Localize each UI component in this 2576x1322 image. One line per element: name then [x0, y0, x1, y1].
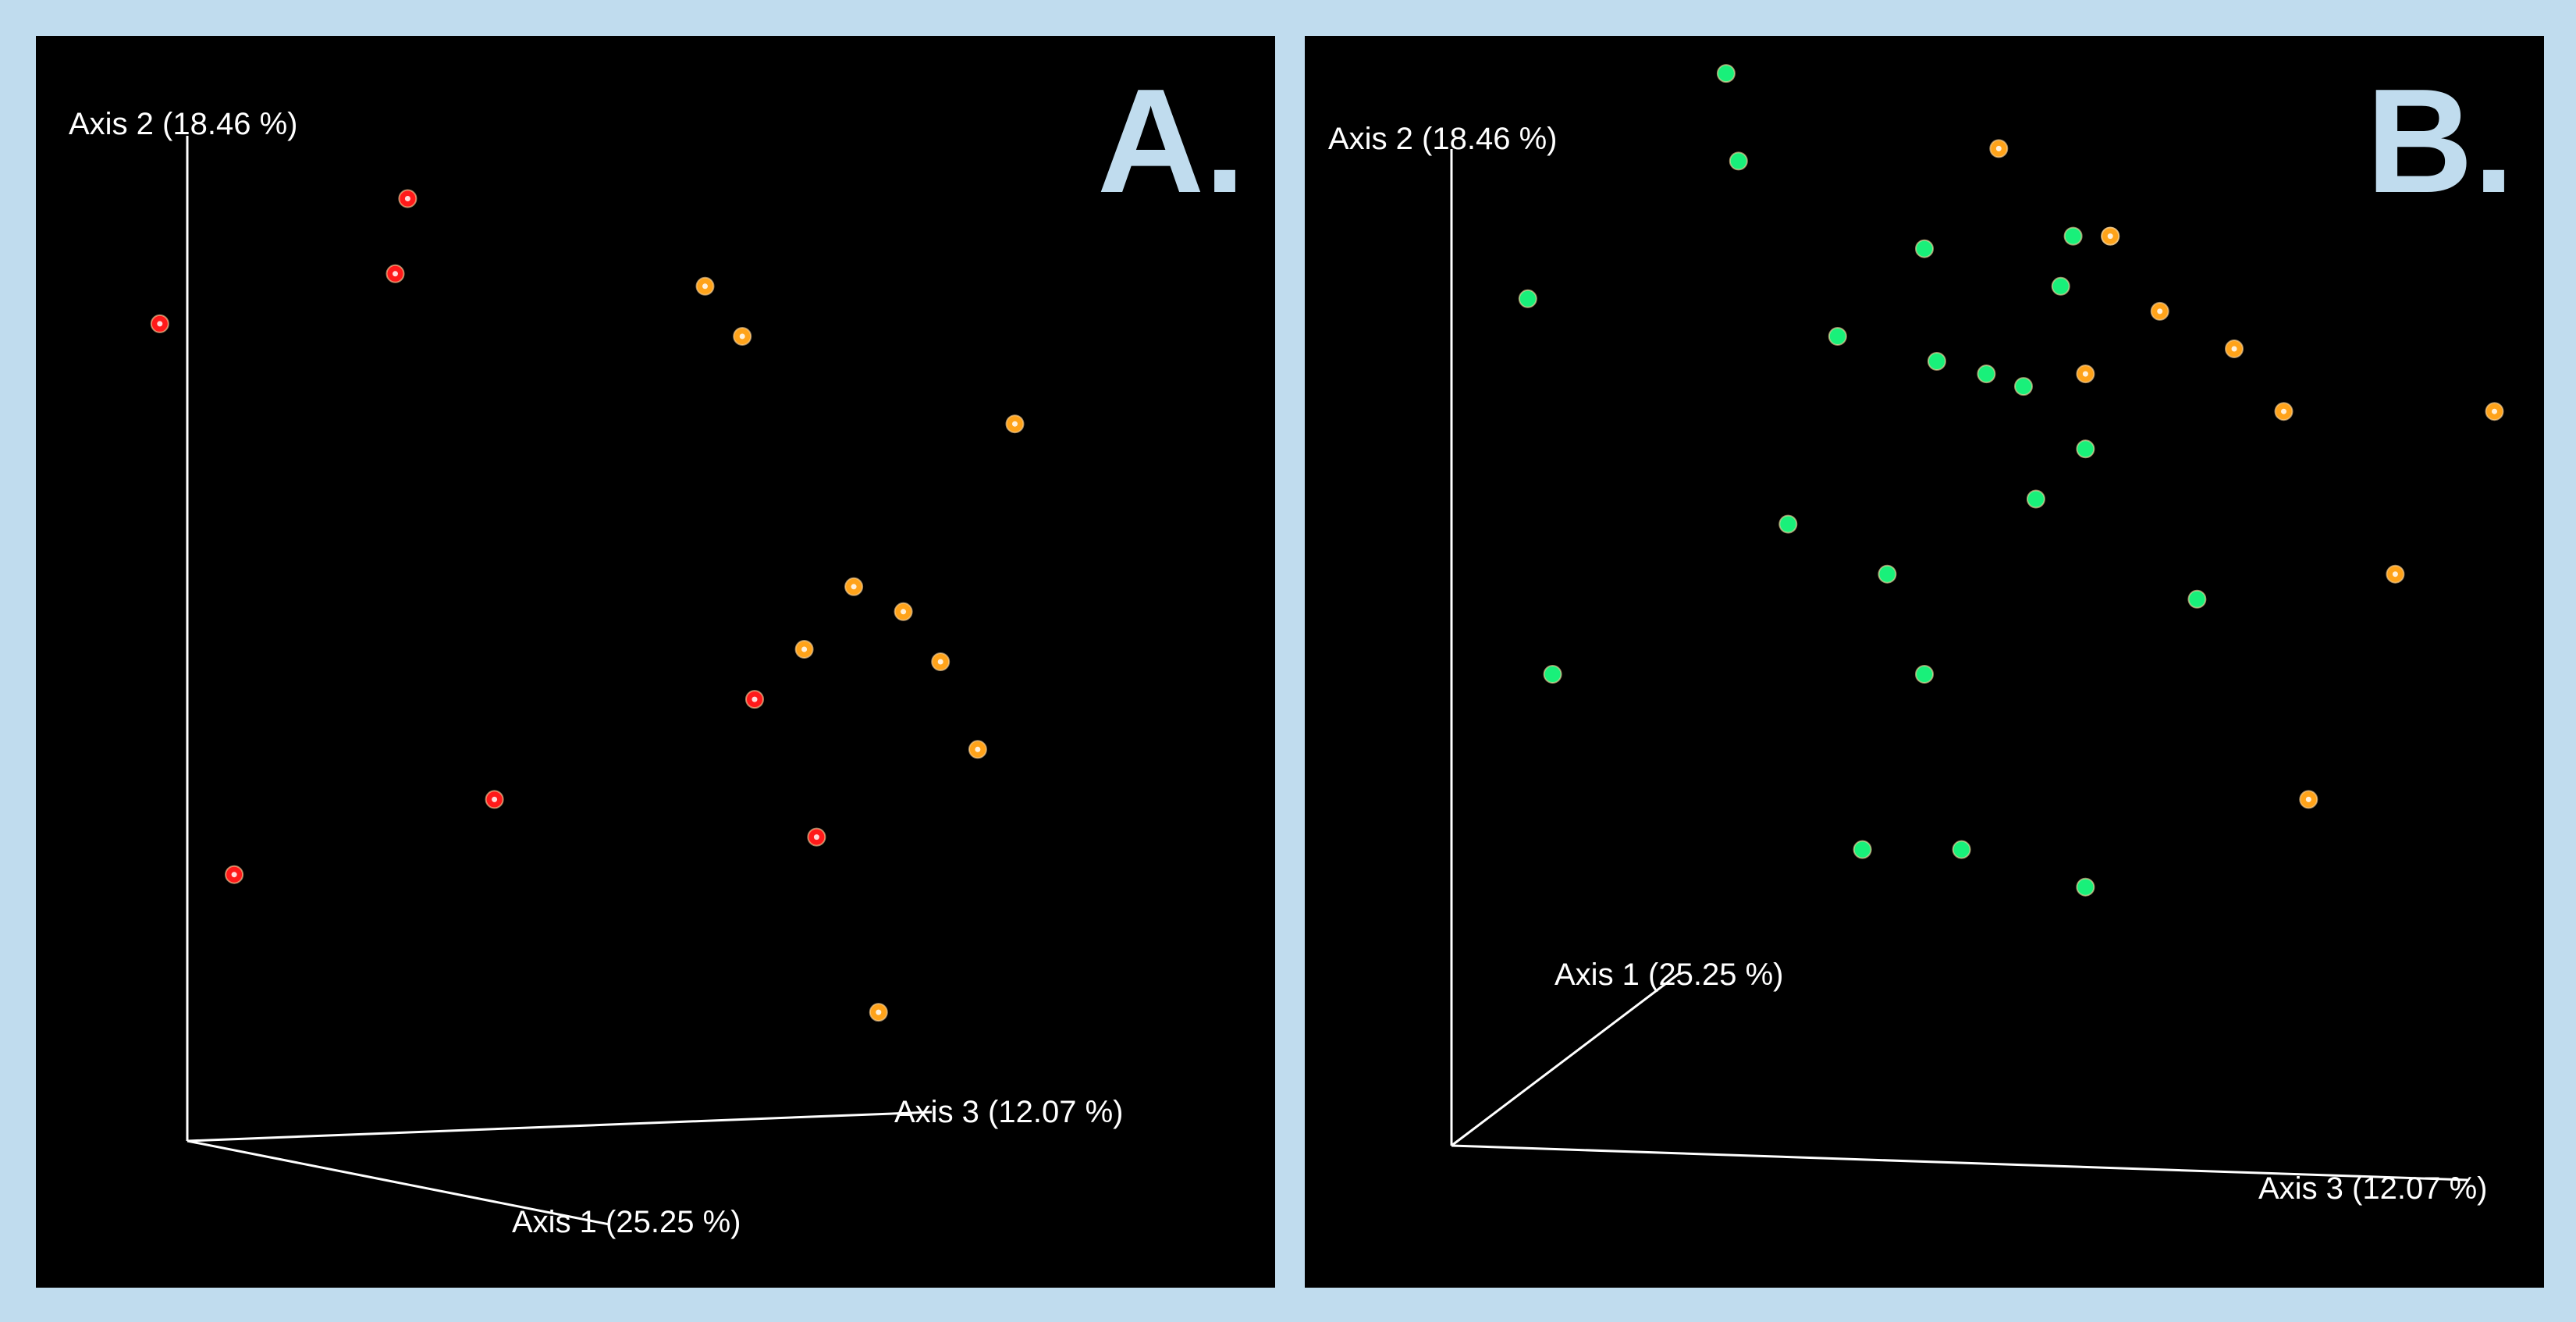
data-point-highlight-red-1: [404, 196, 410, 201]
data-point-highlight-orange-4: [2231, 346, 2237, 352]
data-point-highlight-orange-2: [1012, 421, 1018, 427]
data-point-highlight-orange-2: [2157, 308, 2163, 315]
data-point-green-18: [1853, 840, 1872, 859]
data-point-green-15: [2187, 589, 2207, 609]
data-point-green-12: [2026, 489, 2045, 509]
axis1-label: Axis 1 (25.25 %): [512, 1205, 741, 1239]
axis2-label: Axis 2 (18.46 %): [69, 107, 297, 141]
data-point-green-20: [2076, 877, 2095, 897]
data-point-green-2: [1518, 289, 1537, 308]
axis1-label: Axis 1 (25.25 %): [1554, 958, 1783, 992]
data-point-highlight-red-3: [231, 872, 237, 878]
data-point-green-8: [2051, 276, 2070, 296]
axis1-line: [1451, 972, 1679, 1147]
data-point-green-9: [2063, 226, 2083, 246]
data-point-highlight-orange-3: [2082, 371, 2088, 377]
data-point-green-3: [1828, 327, 1847, 346]
data-point-green-5: [1927, 352, 1946, 371]
data-point-highlight-orange-6: [937, 659, 943, 665]
data-point-highlight-orange-8: [876, 1009, 882, 1015]
data-point-highlight-orange-5: [2281, 408, 2286, 414]
data-point-green-11: [2076, 439, 2095, 459]
data-point-green-17: [1915, 665, 1934, 684]
data-point-green-19: [1952, 840, 1971, 859]
data-point-green-16: [1543, 665, 1562, 684]
scatter-plot-a: Axis 2 (18.46 %) Axis 3 (12.07 %) Axis 1…: [69, 107, 1123, 1239]
points-a: [150, 189, 1025, 1022]
axes-b: Axis 2 (18.46 %) Axis 1 (25.25 %) Axis 3…: [1328, 122, 2487, 1206]
panel-a: Axis 2 (18.46 %) Axis 3 (12.07 %) Axis 1…: [36, 36, 1275, 1288]
panel-label-b: B.: [2366, 59, 2514, 224]
data-point-highlight-orange-4: [851, 584, 857, 590]
data-point-highlight-orange-0: [702, 283, 708, 290]
data-point-highlight-red-2: [393, 271, 398, 277]
data-point-highlight-orange-1: [2107, 233, 2113, 240]
data-point-highlight-red-4: [492, 796, 498, 802]
data-point-green-0: [1716, 64, 1736, 84]
data-point-highlight-red-6: [813, 834, 819, 840]
data-point-highlight-red-5: [751, 696, 758, 702]
points-b: [1518, 64, 2504, 897]
axis1-line: [187, 1139, 610, 1226]
data-point-highlight-orange-3: [801, 646, 808, 652]
axis3-label: Axis 3 (12.07 %): [894, 1095, 1123, 1129]
axes-a: Axis 2 (18.46 %) Axis 3 (12.07 %) Axis 1…: [69, 107, 1123, 1239]
axis3-line: [1451, 1144, 2468, 1182]
data-point-green-1: [1729, 151, 1748, 171]
axis3-label: Axis 3 (12.07 %): [2258, 1171, 2487, 1206]
data-point-highlight-orange-0: [1995, 145, 2002, 151]
data-point-green-14: [1878, 564, 1897, 584]
data-point-highlight-orange-1: [739, 333, 745, 339]
panel-label-a: A.: [1097, 59, 1245, 224]
data-point-green-4: [1915, 239, 1934, 258]
data-point-highlight-orange-8: [2305, 796, 2311, 802]
panel-b: Axis 2 (18.46 %) Axis 1 (25.25 %) Axis 3…: [1305, 36, 2544, 1288]
data-point-highlight-orange-7: [2392, 571, 2398, 577]
data-point-green-7: [2014, 377, 2033, 396]
data-point-highlight-orange-5: [901, 609, 907, 615]
data-point-green-6: [1977, 364, 1996, 384]
data-point-highlight-orange-7: [975, 746, 981, 752]
data-point-highlight-red-0: [157, 321, 163, 327]
axis3-line: [187, 1111, 933, 1143]
data-point-green-13: [1778, 514, 1798, 534]
axis2-label: Axis 2 (18.46 %): [1328, 122, 1557, 156]
data-point-highlight-orange-6: [2492, 408, 2497, 414]
scatter-plot-b: Axis 2 (18.46 %) Axis 1 (25.25 %) Axis 3…: [1328, 64, 2504, 1206]
